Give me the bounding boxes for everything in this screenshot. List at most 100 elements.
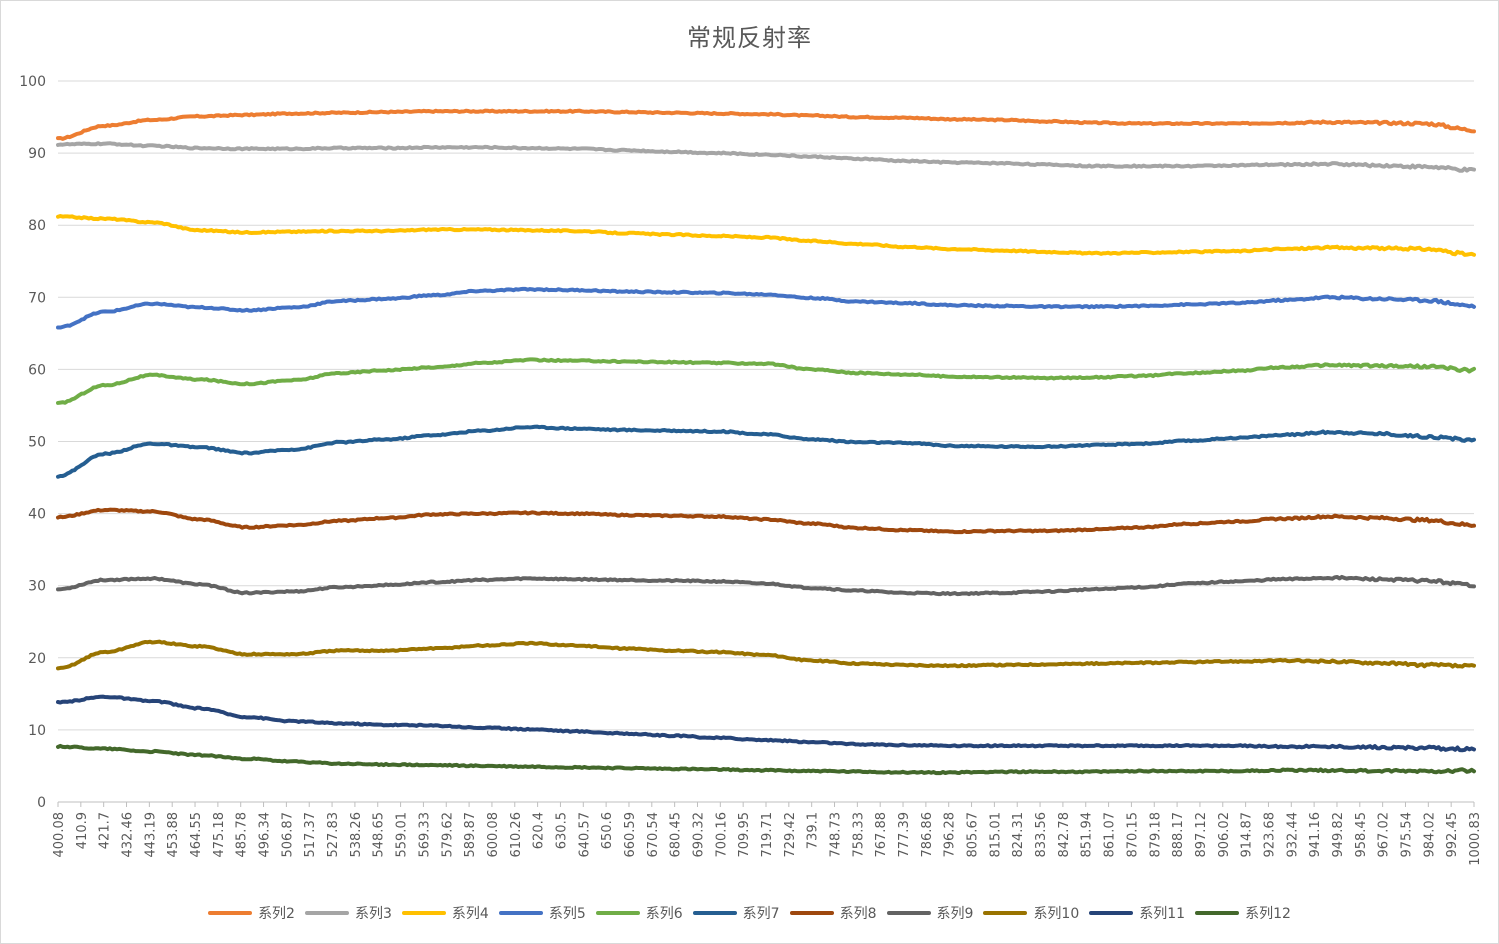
- legend-label: 系列10: [1033, 906, 1080, 922]
- x-tick-label: 984.02: [1422, 812, 1437, 858]
- legend-label: 系列4: [451, 906, 489, 922]
- x-tick-label: 569.33: [417, 812, 432, 858]
- y-tick-label: 20: [28, 651, 46, 667]
- x-tick-label: 496.34: [258, 812, 273, 858]
- x-tick-label: 842.78: [1057, 812, 1072, 858]
- series-line-4: [56, 214, 1476, 257]
- legend-item-3: 系列3: [304, 903, 392, 923]
- legend-item-5: 系列5: [498, 903, 586, 923]
- x-tick-label: 700.16: [714, 812, 729, 858]
- x-tick-label: 640.57: [577, 812, 592, 858]
- legend-swatch: [1089, 911, 1134, 915]
- series-line-10: [56, 639, 1476, 671]
- x-tick-label: 620.4: [532, 812, 547, 849]
- legend-item-6: 系列6: [595, 903, 683, 923]
- x-tick-label: 967.02: [1377, 812, 1392, 858]
- x-tick-label: 815.01: [988, 812, 1003, 858]
- x-tick-label: 548.65: [372, 812, 387, 858]
- legend-label: 系列11: [1139, 906, 1186, 922]
- chart-title: 常规反射率: [687, 24, 812, 52]
- x-tick-label: 680.45: [669, 812, 684, 858]
- x-tick-label: 1000.83: [1468, 812, 1483, 866]
- x-tick-label: 796.28: [943, 812, 958, 858]
- legend-swatch: [595, 911, 640, 915]
- legend-swatch: [1195, 911, 1240, 915]
- x-tick-label: 879.18: [1148, 812, 1163, 858]
- legend-item-8: 系列8: [789, 903, 877, 923]
- y-tick-label: 40: [28, 507, 46, 523]
- series-line-6: [56, 357, 1476, 405]
- x-tick-label: 600.08: [486, 812, 501, 858]
- legend-swatch: [498, 911, 543, 915]
- x-tick-label: 767.88: [874, 812, 889, 858]
- legend-item-4: 系列4: [401, 903, 489, 923]
- series-line-8: [56, 507, 1476, 535]
- x-tick-label: 824.31: [1011, 812, 1026, 858]
- y-tick-label: 50: [28, 435, 46, 451]
- x-tick-label: 579.62: [440, 812, 455, 858]
- legend-swatch: [692, 911, 737, 915]
- legend-label: 系列3: [354, 906, 392, 922]
- x-tick-label: 589.87: [463, 812, 478, 858]
- x-tick-label: 975.54: [1399, 812, 1414, 858]
- x-tick-label: 805.67: [966, 812, 981, 858]
- legend-swatch: [208, 911, 253, 915]
- x-tick-label: 897.12: [1194, 812, 1209, 858]
- x-tick-label: 559.01: [395, 812, 410, 858]
- y-tick-label: 70: [28, 290, 46, 306]
- y-axis-ticks: 0 10 20 30 40 50 60 70 80 90 100: [19, 74, 46, 811]
- x-tick-label: 923.68: [1262, 812, 1277, 858]
- x-tick-label: 870.15: [1125, 812, 1140, 858]
- y-tick-label: 90: [28, 146, 46, 162]
- x-tick-label: 932.44: [1285, 812, 1300, 858]
- x-tick-label: 941.16: [1308, 812, 1323, 858]
- series-lines: [56, 108, 1476, 776]
- x-tick-label: 739.1: [806, 812, 821, 849]
- x-tick-label: 650.6: [600, 812, 615, 849]
- x-axis-ticks: 400.08 410.9 421.7 432.46 443.19 453.88 464.55…: [52, 802, 1483, 866]
- x-tick-label: 914.87: [1240, 812, 1255, 858]
- x-tick-label: 432.46: [121, 812, 136, 858]
- legend-swatch: [304, 911, 349, 915]
- series-line-11: [56, 694, 1476, 753]
- x-tick-label: 709.95: [737, 812, 752, 858]
- y-tick-label: 60: [28, 362, 46, 378]
- legend-swatch: [789, 911, 834, 915]
- series-line-7: [56, 424, 1476, 479]
- x-tick-label: 888.17: [1171, 812, 1186, 858]
- x-tick-label: 506.87: [280, 812, 295, 858]
- legend-label: 系列6: [645, 906, 683, 922]
- series-line-12: [56, 743, 1476, 776]
- gridlines: [58, 80, 1474, 803]
- x-tick-label: 443.19: [143, 812, 158, 858]
- x-tick-label: 758.33: [851, 812, 866, 858]
- x-tick-label: 748.73: [829, 812, 844, 858]
- x-tick-label: 660.59: [623, 812, 638, 858]
- legend-swatch: [401, 911, 446, 915]
- x-tick-label: 475.18: [212, 812, 227, 858]
- x-tick-label: 786.86: [920, 812, 935, 858]
- legend-label: 系列2: [258, 906, 295, 922]
- y-tick-label: 100: [19, 74, 46, 90]
- x-tick-label: 485.78: [235, 812, 250, 858]
- y-tick-label: 10: [28, 723, 46, 739]
- legend-item-9: 系列9: [886, 903, 973, 923]
- y-tick-label: 80: [28, 218, 46, 234]
- series-line-2: [56, 108, 1476, 141]
- x-tick-label: 992.45: [1445, 812, 1460, 858]
- legend-item-10: 系列10: [983, 903, 1079, 923]
- x-tick-label: 777.39: [897, 812, 912, 858]
- x-tick-label: 610.26: [509, 812, 524, 858]
- x-tick-label: 906.02: [1217, 812, 1232, 858]
- x-tick-label: 851.94: [1080, 812, 1095, 858]
- legend-item-12: 系列12: [1195, 903, 1291, 923]
- y-tick-label: 0: [37, 795, 46, 811]
- legend-item-7: 系列7: [692, 903, 780, 923]
- x-tick-label: 527.83: [326, 812, 341, 858]
- series-line-9: [56, 574, 1476, 597]
- legend-label: 系列7: [742, 906, 780, 922]
- series-line-3: [56, 141, 1476, 173]
- legend-label: 系列12: [1245, 906, 1291, 922]
